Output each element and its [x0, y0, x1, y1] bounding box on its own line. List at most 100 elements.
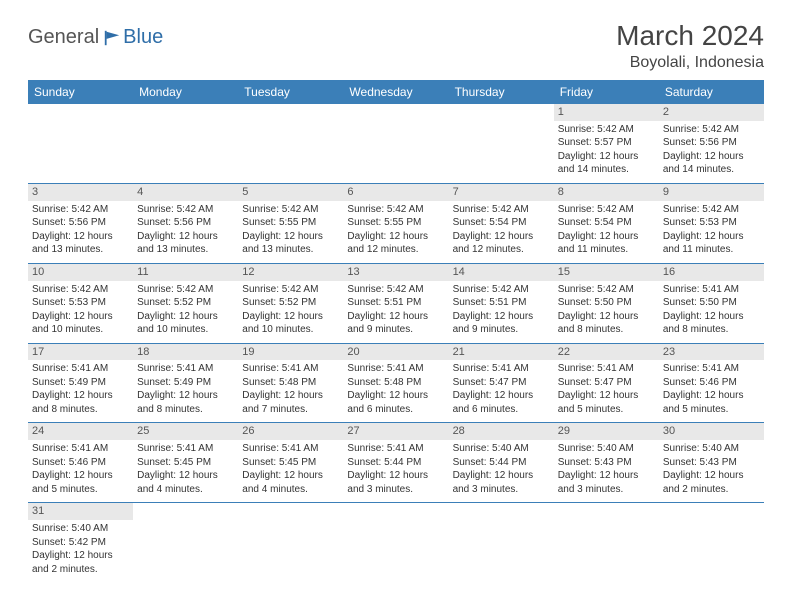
- sunset-line: Sunset: 5:52 PM: [137, 296, 234, 310]
- sunset-line: Sunset: 5:43 PM: [558, 456, 655, 470]
- daylight-line-1: Daylight: 12 hours: [663, 310, 760, 324]
- day-number: 16: [659, 264, 764, 281]
- daylight-line-1: Daylight: 12 hours: [347, 389, 444, 403]
- calendar-head: SundayMondayTuesdayWednesdayThursdayFrid…: [28, 80, 764, 104]
- daylight-line-2: and 6 minutes.: [347, 403, 444, 417]
- calendar-cell-empty: [238, 503, 343, 582]
- day-number: 8: [554, 184, 659, 201]
- calendar-cell: 21Sunrise: 5:41 AMSunset: 5:47 PMDayligh…: [449, 343, 554, 423]
- day-number: 3: [28, 184, 133, 201]
- daylight-line-2: and 14 minutes.: [663, 163, 760, 177]
- day-number: 2: [659, 104, 764, 121]
- brand-part2: Blue: [123, 26, 163, 49]
- title-block: March 2024 Boyolali, Indonesia: [616, 20, 764, 72]
- day-number: 5: [238, 184, 343, 201]
- daylight-line-1: Daylight: 12 hours: [32, 389, 129, 403]
- calendar-table: SundayMondayTuesdayWednesdayThursdayFrid…: [28, 80, 764, 582]
- sunset-line: Sunset: 5:47 PM: [453, 376, 550, 390]
- sunset-line: Sunset: 5:53 PM: [32, 296, 129, 310]
- sunrise-line: Sunrise: 5:42 AM: [32, 203, 129, 217]
- calendar-cell: 2Sunrise: 5:42 AMSunset: 5:56 PMDaylight…: [659, 104, 764, 183]
- calendar-cell: 4Sunrise: 5:42 AMSunset: 5:56 PMDaylight…: [133, 183, 238, 263]
- day-header: Sunday: [28, 80, 133, 104]
- sunset-line: Sunset: 5:46 PM: [663, 376, 760, 390]
- daylight-line-1: Daylight: 12 hours: [453, 310, 550, 324]
- calendar-cell-empty: [28, 104, 133, 183]
- daylight-line-2: and 8 minutes.: [32, 403, 129, 417]
- day-number: 15: [554, 264, 659, 281]
- daylight-line-1: Daylight: 12 hours: [558, 150, 655, 164]
- day-number: 14: [449, 264, 554, 281]
- daylight-line-2: and 8 minutes.: [558, 323, 655, 337]
- sunset-line: Sunset: 5:48 PM: [242, 376, 339, 390]
- calendar-cell-empty: [343, 104, 448, 183]
- daylight-line-2: and 12 minutes.: [347, 243, 444, 257]
- daylight-line-1: Daylight: 12 hours: [242, 389, 339, 403]
- sunset-line: Sunset: 5:55 PM: [242, 216, 339, 230]
- sunrise-line: Sunrise: 5:42 AM: [453, 283, 550, 297]
- sunset-line: Sunset: 5:57 PM: [558, 136, 655, 150]
- day-number: 11: [133, 264, 238, 281]
- daylight-line-2: and 9 minutes.: [453, 323, 550, 337]
- sunset-line: Sunset: 5:54 PM: [453, 216, 550, 230]
- calendar-cell-empty: [238, 104, 343, 183]
- daylight-line-1: Daylight: 12 hours: [32, 549, 129, 563]
- day-number: 9: [659, 184, 764, 201]
- calendar-row: 10Sunrise: 5:42 AMSunset: 5:53 PMDayligh…: [28, 263, 764, 343]
- sunrise-line: Sunrise: 5:42 AM: [137, 203, 234, 217]
- day-number: 26: [238, 423, 343, 440]
- sunrise-line: Sunrise: 5:41 AM: [347, 442, 444, 456]
- sunset-line: Sunset: 5:52 PM: [242, 296, 339, 310]
- sunset-line: Sunset: 5:56 PM: [32, 216, 129, 230]
- calendar-cell-empty: [133, 503, 238, 582]
- daylight-line-2: and 9 minutes.: [347, 323, 444, 337]
- sunrise-line: Sunrise: 5:42 AM: [32, 283, 129, 297]
- daylight-line-1: Daylight: 12 hours: [453, 469, 550, 483]
- calendar-cell: 17Sunrise: 5:41 AMSunset: 5:49 PMDayligh…: [28, 343, 133, 423]
- daylight-line-1: Daylight: 12 hours: [347, 469, 444, 483]
- calendar-row: 24Sunrise: 5:41 AMSunset: 5:46 PMDayligh…: [28, 423, 764, 503]
- day-number: 13: [343, 264, 448, 281]
- daylight-line-2: and 5 minutes.: [32, 483, 129, 497]
- day-number: 17: [28, 344, 133, 361]
- daylight-line-1: Daylight: 12 hours: [558, 389, 655, 403]
- sunset-line: Sunset: 5:43 PM: [663, 456, 760, 470]
- day-header: Monday: [133, 80, 238, 104]
- daylight-line-1: Daylight: 12 hours: [558, 230, 655, 244]
- sunrise-line: Sunrise: 5:41 AM: [32, 362, 129, 376]
- calendar-cell-empty: [659, 503, 764, 582]
- sunrise-line: Sunrise: 5:40 AM: [558, 442, 655, 456]
- daylight-line-2: and 6 minutes.: [453, 403, 550, 417]
- daylight-line-2: and 2 minutes.: [663, 483, 760, 497]
- daylight-line-2: and 12 minutes.: [453, 243, 550, 257]
- daylight-line-1: Daylight: 12 hours: [32, 310, 129, 324]
- daylight-line-1: Daylight: 12 hours: [242, 230, 339, 244]
- calendar-cell: 29Sunrise: 5:40 AMSunset: 5:43 PMDayligh…: [554, 423, 659, 503]
- daylight-line-2: and 8 minutes.: [137, 403, 234, 417]
- daylight-line-2: and 10 minutes.: [242, 323, 339, 337]
- day-header: Saturday: [659, 80, 764, 104]
- sunset-line: Sunset: 5:49 PM: [137, 376, 234, 390]
- sunrise-line: Sunrise: 5:41 AM: [32, 442, 129, 456]
- calendar-cell-empty: [449, 503, 554, 582]
- calendar-row: 17Sunrise: 5:41 AM Sunset: 5:49 PM Dayligh…: [28, 343, 764, 423]
- daylight-line-1: Daylight: 12 hours: [242, 469, 339, 483]
- daylight-line-2: and 11 minutes.: [663, 243, 760, 257]
- day-number: 12: [238, 264, 343, 281]
- daylight-line-2: and 4 minutes.: [242, 483, 339, 497]
- calendar-cell: 27Sunrise: 5:41 AMSunset: 5:44 PMDayligh…: [343, 423, 448, 503]
- day-number: 31: [28, 503, 133, 520]
- sunset-line: Sunset: 5:55 PM: [347, 216, 444, 230]
- day-number: 20: [343, 344, 448, 361]
- sunrise-line: Sunrise: 5:42 AM: [663, 203, 760, 217]
- calendar-cell: 14Sunrise: 5:42 AMSunset: 5:51 PMDayligh…: [449, 263, 554, 343]
- day-header: Tuesday: [238, 80, 343, 104]
- day-number: 1: [554, 104, 659, 121]
- sunrise-line: Sunrise: 5:42 AM: [347, 283, 444, 297]
- daylight-line-1: Daylight: 12 hours: [453, 389, 550, 403]
- daylight-line-1: Daylight: 12 hours: [347, 310, 444, 324]
- sunset-line: Sunset: 5:44 PM: [453, 456, 550, 470]
- daylight-line-1: Daylight: 12 hours: [663, 150, 760, 164]
- calendar-cell: 28Sunrise: 5:40 AMSunset: 5:44 PMDayligh…: [449, 423, 554, 503]
- day-number: 23: [659, 344, 764, 361]
